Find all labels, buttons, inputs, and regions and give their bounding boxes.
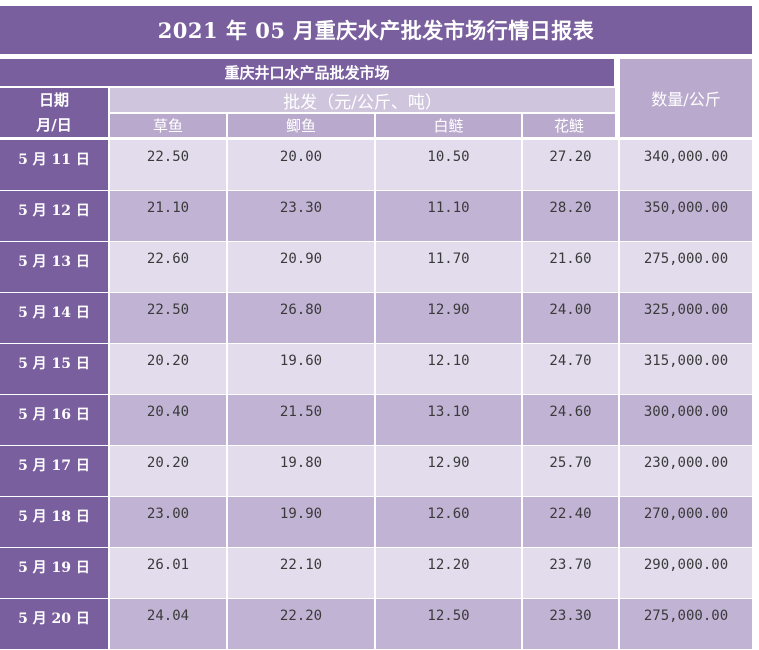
- report-title-bar: 2021 年 05 月重庆水产批发市场行情日报表: [0, 6, 752, 54]
- price-cell: 24.00: [523, 293, 618, 343]
- price-cell: 22.50: [110, 293, 226, 343]
- row-date-cell: 5 月 11 日: [0, 140, 108, 190]
- quantity-cell: 315,000.00: [620, 344, 752, 394]
- date-header: 日期 月/日: [0, 88, 108, 137]
- price-cell: 12.50: [376, 599, 521, 649]
- price-cell: 19.60: [228, 344, 374, 394]
- price-cell: 22.50: [110, 140, 226, 190]
- quantity-cell: 325,000.00: [620, 293, 752, 343]
- price-cell: 23.30: [523, 599, 618, 649]
- price-cell: 19.80: [228, 446, 374, 496]
- quantity-cell: 230,000.00: [620, 446, 752, 496]
- price-cell: 21.50: [228, 395, 374, 445]
- price-cell: 12.10: [376, 344, 521, 394]
- price-cell: 23.30: [228, 191, 374, 241]
- price-cell: 20.40: [110, 395, 226, 445]
- quantity-cell: 270,000.00: [620, 497, 752, 547]
- price-cell: 10.50: [376, 140, 521, 190]
- report-title: 2021 年 05 月重庆水产批发市场行情日报表: [157, 18, 595, 43]
- row-date-cell: 5 月 18 日: [0, 497, 108, 547]
- price-cell: 22.40: [523, 497, 618, 547]
- fish-header-crucian-carp: 鲫鱼: [228, 114, 374, 137]
- row-date-cell: 5 月 19 日: [0, 548, 108, 598]
- row-date-cell: 5 月 12 日: [0, 191, 108, 241]
- price-cell: 26.80: [228, 293, 374, 343]
- price-cell: 24.60: [523, 395, 618, 445]
- price-cell: 11.70: [376, 242, 521, 292]
- quantity-cell: 275,000.00: [620, 599, 752, 649]
- row-date-cell: 5 月 17 日: [0, 446, 108, 496]
- price-cell: 20.20: [110, 344, 226, 394]
- row-date-cell: 5 月 14 日: [0, 293, 108, 343]
- price-cell: 12.90: [376, 446, 521, 496]
- price-cell: 23.70: [523, 548, 618, 598]
- fish-header-silver-carp: 白鲢: [376, 114, 521, 137]
- price-cell: 12.20: [376, 548, 521, 598]
- price-cell: 22.10: [228, 548, 374, 598]
- wholesale-price-header: 批发（元/公斤、吨）: [110, 88, 615, 113]
- price-cell: 20.20: [110, 446, 226, 496]
- price-cell: 12.60: [376, 497, 521, 547]
- quantity-cell: 340,000.00: [620, 140, 752, 190]
- quantity-cell: 300,000.00: [620, 395, 752, 445]
- price-cell: 26.01: [110, 548, 226, 598]
- quantity-cell: 275,000.00: [620, 242, 752, 292]
- market-name-header: 重庆井口水产品批发市场: [0, 59, 614, 86]
- price-cell: 20.90: [228, 242, 374, 292]
- price-cell: 21.60: [523, 242, 618, 292]
- price-cell: 19.90: [228, 497, 374, 547]
- price-cell: 27.20: [523, 140, 618, 190]
- row-date-cell: 5 月 15 日: [0, 344, 108, 394]
- fish-header-bighead-carp: 花鲢: [523, 114, 615, 137]
- price-cell: 20.00: [228, 140, 374, 190]
- quantity-cell: 350,000.00: [620, 191, 752, 241]
- price-cell: 25.70: [523, 446, 618, 496]
- price-cell: 24.04: [110, 599, 226, 649]
- row-date-cell: 5 月 20 日: [0, 599, 108, 649]
- quantity-header: 数量/公斤: [620, 59, 752, 137]
- row-date-cell: 5 月 16 日: [0, 395, 108, 445]
- price-cell: 22.20: [228, 599, 374, 649]
- date-header-line1: 日期: [38, 90, 69, 109]
- price-cell: 23.00: [110, 497, 226, 547]
- date-header-line2: 月/日: [36, 115, 72, 134]
- price-cell: 22.60: [110, 242, 226, 292]
- price-cell: 21.10: [110, 191, 226, 241]
- row-date-cell: 5 月 13 日: [0, 242, 108, 292]
- price-cell: 28.20: [523, 191, 618, 241]
- price-cell: 11.10: [376, 191, 521, 241]
- price-cell: 12.90: [376, 293, 521, 343]
- quantity-cell: 290,000.00: [620, 548, 752, 598]
- price-cell: 13.10: [376, 395, 521, 445]
- fish-header-grass-carp: 草鱼: [110, 114, 226, 137]
- price-cell: 24.70: [523, 344, 618, 394]
